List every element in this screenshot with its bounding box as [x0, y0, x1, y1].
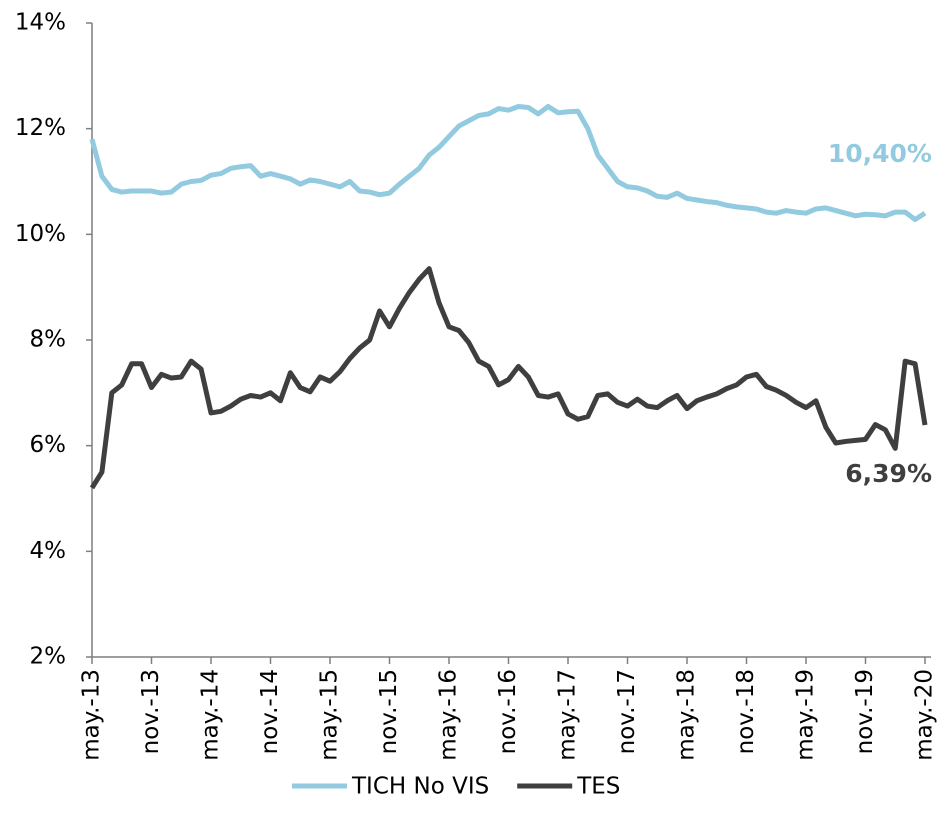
line-series [89, 103, 927, 223]
y-tick-label: 14% [15, 10, 66, 36]
legend-label: TICH No VIS [351, 774, 489, 800]
y-tick-label: 10% [15, 221, 66, 247]
y-tick-label: 6% [30, 432, 67, 458]
data-label: 10,40% [828, 139, 932, 168]
y-tick-label: 2% [30, 644, 67, 670]
x-tick-label: may.-17 [555, 669, 581, 761]
x-tick-label: nov.-14 [257, 669, 283, 754]
x-tick-label: nov.-19 [852, 669, 878, 754]
x-tick-label: may.-18 [674, 669, 700, 761]
line-series [89, 266, 928, 490]
x-tick-label: nov.-16 [495, 669, 521, 754]
x-tick-label: nov.-17 [614, 669, 640, 754]
x-tick-label: nov.-13 [138, 669, 164, 754]
x-tick-label: may.-13 [79, 669, 105, 761]
legend-label: TES [576, 774, 620, 800]
x-tick-label: may.-19 [793, 669, 819, 761]
x-tick-label: nov.-15 [376, 669, 402, 754]
x-tick-label: may.-16 [436, 669, 462, 761]
data-label: 6,39% [845, 459, 932, 488]
y-tick-label: 4% [30, 538, 67, 564]
x-tick-label: may.-15 [317, 669, 343, 761]
y-tick-label: 12% [15, 115, 66, 141]
x-tick-label: nov.-18 [733, 669, 759, 754]
x-tick-label: may.-20 [912, 669, 938, 761]
x-tick-label: may.-14 [198, 669, 224, 761]
y-tick-label: 8% [30, 327, 67, 353]
